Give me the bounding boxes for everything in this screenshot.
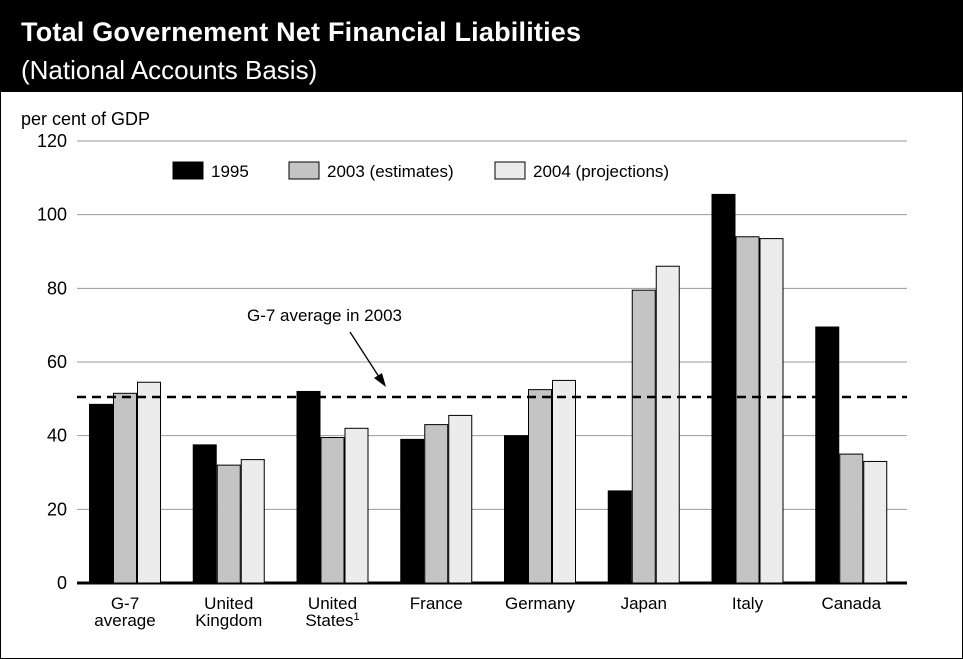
x-tick-label: France <box>410 594 463 613</box>
x-tick-label: average <box>94 611 155 630</box>
legend-label: 2003 (estimates) <box>327 162 454 181</box>
y-tick-label: 20 <box>47 499 67 519</box>
legend-swatch <box>494 161 526 180</box>
bar <box>839 453 864 584</box>
bar <box>400 438 425 584</box>
y-tick-label: 0 <box>57 573 67 593</box>
bar <box>863 460 888 584</box>
bar <box>735 236 760 584</box>
bar <box>320 437 345 584</box>
bar <box>552 379 576 584</box>
bar <box>113 392 137 584</box>
y-tick-label: 120 <box>37 131 67 151</box>
bar <box>448 414 473 584</box>
bar <box>89 403 113 584</box>
legend-swatch <box>172 161 204 180</box>
y-tick-label: 40 <box>47 426 67 446</box>
chart-title: Total Governement Net Financial Liabilit… <box>21 17 582 47</box>
bar <box>192 444 217 584</box>
x-tick-label: States1 <box>305 611 359 630</box>
x-tick-label: Kingdom <box>195 611 262 630</box>
x-tick-label: Japan <box>621 594 667 613</box>
x-tick-label: Germany <box>505 594 575 613</box>
y-axis-label: per cent of GDP <box>21 109 150 129</box>
bar <box>655 265 680 584</box>
legend-label: 1995 <box>211 162 249 181</box>
y-tick-label: 100 <box>37 205 67 225</box>
x-tick-label: Italy <box>732 594 764 613</box>
bar-chart: per cent of GDP 0 20 40 60 80 100 120 G-7avera… <box>21 109 907 630</box>
bar <box>240 459 265 584</box>
bar <box>759 238 784 584</box>
x-tick-label: United <box>308 594 357 613</box>
bar <box>344 427 369 584</box>
bar <box>216 464 241 584</box>
chart-subtitle: (National Accounts Basis) <box>21 55 318 85</box>
annotation-arrow-shaft <box>349 331 382 381</box>
y-tick-label: 80 <box>47 278 67 298</box>
reference-line-label: G-7 average in 2003 <box>247 306 402 325</box>
bar <box>528 389 552 584</box>
x-tick-label: Canada <box>821 594 881 613</box>
x-tick-label: United <box>204 594 253 613</box>
annotation-arrow-head <box>374 373 386 387</box>
legend-swatch <box>288 161 320 180</box>
bar <box>296 390 321 584</box>
y-tick-label: 60 <box>47 352 67 372</box>
bar <box>607 490 632 584</box>
legend-label: 2004 (projections) <box>533 162 669 181</box>
bar <box>504 435 528 584</box>
bar <box>137 381 161 584</box>
bar <box>815 326 840 584</box>
bar <box>631 289 656 584</box>
bar <box>711 193 736 584</box>
chart-header: Total Governement Net Financial Liabilit… <box>1 1 962 92</box>
bar <box>424 424 449 584</box>
x-tick-label: G-7 <box>111 594 139 613</box>
